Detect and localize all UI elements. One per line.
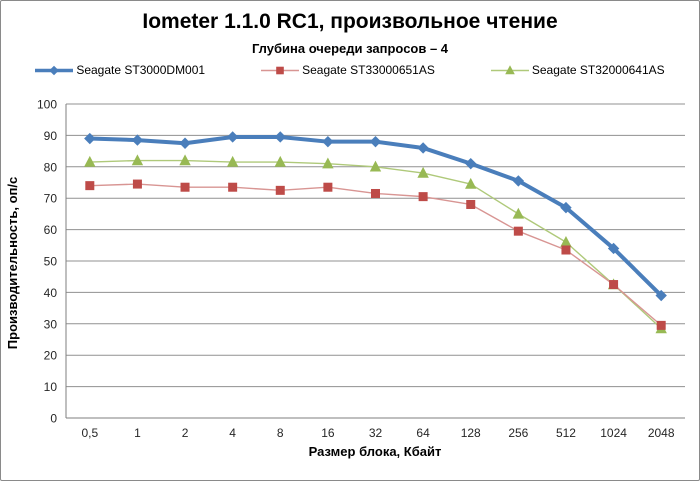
data-point-marker xyxy=(465,157,477,170)
data-point-marker xyxy=(323,182,333,192)
data-point-marker xyxy=(179,137,191,149)
x-tick-label: 64 xyxy=(416,426,430,440)
y-tick-label: 30 xyxy=(44,317,58,331)
x-tick-label: 4 xyxy=(229,426,236,440)
x-axis-title: Размер блока, Кбайт xyxy=(309,444,442,459)
tick-labels: 0 10 20 30 40 50 60 70 80 90 100 0,5 1 2 4 8 16 32 64 128 25… xyxy=(37,98,675,441)
y-tick-label: 100 xyxy=(37,98,57,112)
series-line-2 xyxy=(89,159,662,330)
legend-label: Seagate ST33000651AS xyxy=(302,63,435,77)
data-point-marker xyxy=(512,207,525,219)
y-tick-label: 40 xyxy=(44,286,58,300)
series-layer xyxy=(84,131,667,334)
x-tick-label: 128 xyxy=(461,426,481,440)
y-tick-label: 0 xyxy=(50,412,57,426)
plot-area: 0 10 20 30 40 50 60 70 80 90 100 0,5 1 2 4 8 16 32 64 128 25… xyxy=(5,98,685,459)
data-point-marker xyxy=(226,131,239,143)
chart-subtitle: Глубина очереди запросов – 4 xyxy=(251,41,449,56)
chart-legend: Seagate ST3000DM001 Seagate ST33000651AS… xyxy=(1,63,699,77)
y-tick-label: 10 xyxy=(44,380,58,394)
x-tick-label: 0,5 xyxy=(81,426,98,440)
legend-marker-square-icon xyxy=(261,66,300,74)
data-point-marker xyxy=(418,192,428,202)
data-point-marker xyxy=(369,135,382,148)
y-tick-label: 90 xyxy=(44,129,58,143)
data-point-marker xyxy=(274,131,286,143)
data-point-marker xyxy=(656,320,666,330)
y-tick-label: 70 xyxy=(44,192,58,206)
data-point-marker xyxy=(228,182,238,192)
data-point-marker xyxy=(466,199,476,209)
x-tick-label: 512 xyxy=(556,426,576,440)
x-tick-label: 16 xyxy=(321,426,335,440)
data-point-marker xyxy=(131,134,144,146)
legend-item-seagate-st33000651as: Seagate ST33000651AS xyxy=(261,63,435,77)
series-line-1 xyxy=(89,183,662,327)
y-tick-label: 80 xyxy=(44,160,58,174)
legend-marker-triangle-icon xyxy=(490,64,529,74)
x-tick-label: 32 xyxy=(369,426,383,440)
axes xyxy=(65,104,685,419)
data-point-marker xyxy=(561,245,571,255)
x-tick-label: 1 xyxy=(134,426,141,440)
data-point-marker xyxy=(371,188,380,198)
data-point-marker xyxy=(465,177,477,189)
data-point-marker xyxy=(505,64,515,74)
data-point-marker xyxy=(276,66,284,74)
data-point-marker xyxy=(369,160,382,172)
data-point-marker xyxy=(84,155,96,167)
x-tick-label: 256 xyxy=(508,426,528,440)
data-point-marker xyxy=(513,226,523,236)
data-point-marker xyxy=(131,154,144,166)
chart-title: Iometer 1.1.0 RC1, произвольное чтение xyxy=(142,10,558,33)
gridlines xyxy=(66,103,685,388)
data-point-marker xyxy=(322,157,334,169)
y-axis-title: Производительность, оп/с xyxy=(5,177,20,349)
data-point-marker xyxy=(275,185,285,195)
legend-marker-diamond-icon xyxy=(35,65,74,75)
y-tick-label: 50 xyxy=(44,255,58,269)
data-point-marker xyxy=(84,132,96,145)
legend-item-seagate-st3000dm001: Seagate ST3000DM001 xyxy=(35,63,205,77)
data-point-marker xyxy=(274,155,286,167)
data-point-marker xyxy=(417,166,429,178)
x-tick-label: 1024 xyxy=(600,426,627,440)
x-tick-label: 8 xyxy=(277,426,284,440)
legend-label: Seagate ST3000DM001 xyxy=(76,63,206,77)
data-point-marker xyxy=(560,235,572,247)
y-tick-label: 20 xyxy=(44,349,58,363)
data-point-marker xyxy=(85,181,95,191)
data-point-marker xyxy=(226,155,239,167)
data-point-marker xyxy=(609,280,619,290)
data-point-marker xyxy=(49,65,60,75)
data-point-marker xyxy=(132,179,142,189)
data-point-marker xyxy=(180,182,190,192)
y-tick-label: 60 xyxy=(44,223,58,237)
data-point-marker xyxy=(560,201,572,214)
data-point-marker xyxy=(322,135,334,148)
x-tick-label: 2048 xyxy=(648,426,675,440)
x-tick-label: 2 xyxy=(182,426,189,440)
data-point-marker xyxy=(607,242,620,255)
data-point-marker xyxy=(179,154,191,166)
data-point-marker xyxy=(512,175,525,187)
legend-item-seagate-st32000641as: Seagate ST32000641AS xyxy=(490,63,665,77)
legend-label: Seagate ST32000641AS xyxy=(531,63,665,77)
data-point-marker xyxy=(655,289,667,302)
data-point-marker xyxy=(417,142,429,154)
